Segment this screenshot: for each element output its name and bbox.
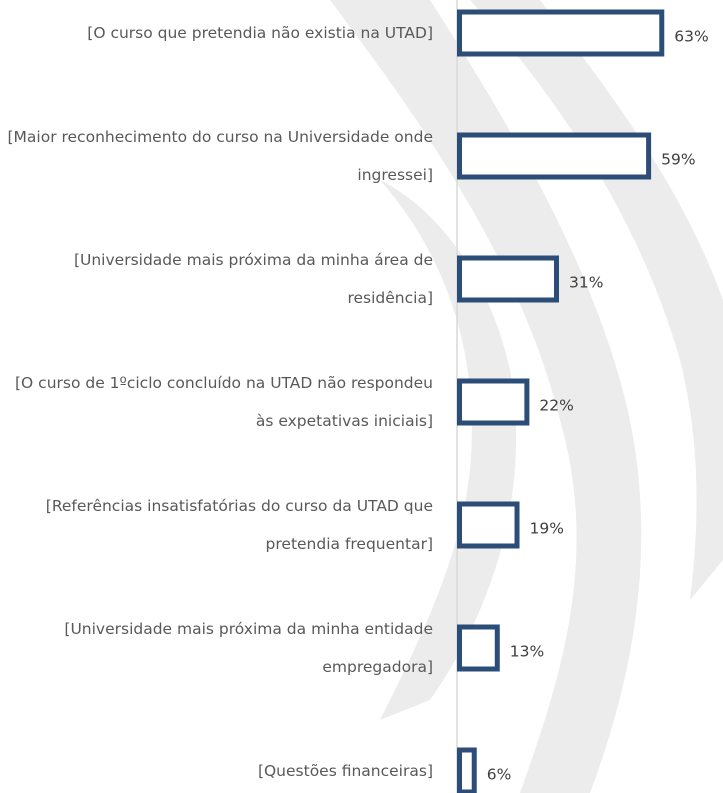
bar xyxy=(457,132,652,180)
bar xyxy=(457,378,530,426)
category-label: [Universidade mais próxima da minha área… xyxy=(73,251,433,307)
value-label: 13% xyxy=(509,642,545,661)
category-label: [O curso de 1ºciclo concluído na UTAD nã… xyxy=(15,374,433,430)
bar xyxy=(457,624,500,672)
value-label: 31% xyxy=(568,273,604,292)
bar xyxy=(457,9,665,57)
category-label: [Questões financeiras] xyxy=(257,762,433,780)
category-label: [Referências insatisfatórias do curso da… xyxy=(45,497,433,553)
value-label: 22% xyxy=(539,396,574,415)
value-label: 59% xyxy=(661,150,696,169)
bar xyxy=(457,501,520,549)
value-label: 19% xyxy=(529,519,564,538)
category-label: [Maior reconhecimento do curso na Univer… xyxy=(7,128,433,184)
category-label: [O curso que pretendia não existia na UT… xyxy=(87,24,433,42)
category-label: [Universidade mais próxima da minha enti… xyxy=(64,620,433,676)
bar xyxy=(457,255,559,303)
value-label: 6% xyxy=(486,765,512,784)
value-label: 63% xyxy=(674,27,709,46)
bar xyxy=(457,747,477,793)
